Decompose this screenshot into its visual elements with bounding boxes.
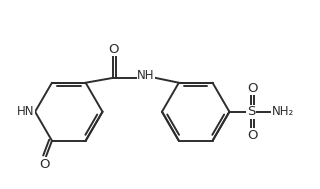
Text: NH₂: NH₂ <box>272 105 294 118</box>
Text: O: O <box>39 158 49 171</box>
Text: O: O <box>247 129 258 142</box>
Text: O: O <box>247 82 258 95</box>
Text: O: O <box>108 43 119 56</box>
Text: NH: NH <box>137 69 155 82</box>
Text: HN: HN <box>16 105 34 118</box>
Text: S: S <box>247 105 255 118</box>
